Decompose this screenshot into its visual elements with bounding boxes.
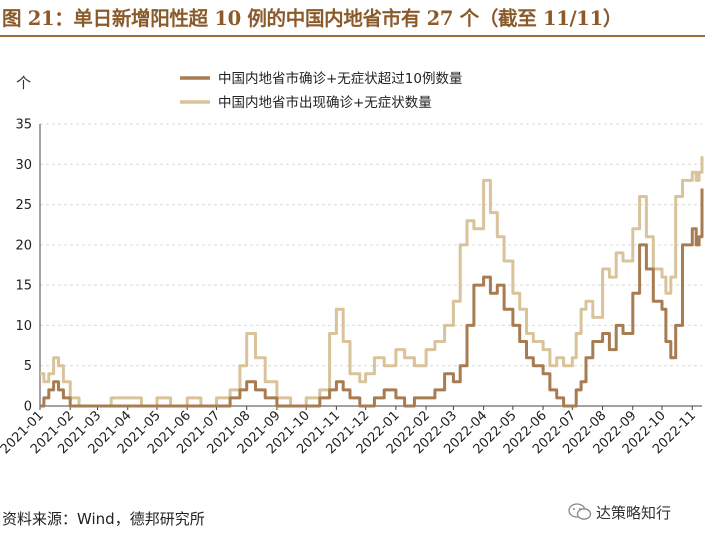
legend-label: 中国内地省市出现确诊+无症状数量 <box>218 94 432 111</box>
x-tick-labels: 2021-012021-022021-032021-042021-052021-… <box>0 406 699 457</box>
y-tick-label: 15 <box>15 279 32 294</box>
series-line <box>40 156 704 408</box>
line-chart: 0 5 10 15 20 25 30 35 2021-012021-022021-032021… <box>0 70 704 457</box>
figure-title: 图 21：单日新增阳性超 10 例的中国内地省市有 27 个（截至 11/11） <box>2 7 623 30</box>
y-tick-label: 25 <box>15 198 32 213</box>
y-tick-label: 5 <box>24 359 32 374</box>
title-divider <box>0 35 705 37</box>
watermark: 达策略知行 <box>568 502 671 523</box>
watermark-text: 达策略知行 <box>596 504 672 522</box>
y-axis-label: 个 <box>16 74 31 92</box>
y-tick-label: 10 <box>15 319 32 334</box>
legend-label: 中国内地省市确诊+无症状超过10例数量 <box>218 70 463 87</box>
y-tick-label: 20 <box>15 238 32 253</box>
series-line <box>40 188 704 408</box>
y-tick-label: 30 <box>15 158 32 173</box>
wechat-icon <box>568 503 592 520</box>
axes <box>39 124 702 407</box>
y-tick-labels: 0 5 10 15 20 25 30 35 <box>15 118 32 415</box>
grid-lines <box>40 123 702 367</box>
y-tick-label: 0 <box>24 400 32 415</box>
y-tick-label: 35 <box>15 118 32 133</box>
source-note: 资料来源：Wind，德邦研究所 <box>2 510 205 528</box>
series-lines <box>40 156 704 408</box>
